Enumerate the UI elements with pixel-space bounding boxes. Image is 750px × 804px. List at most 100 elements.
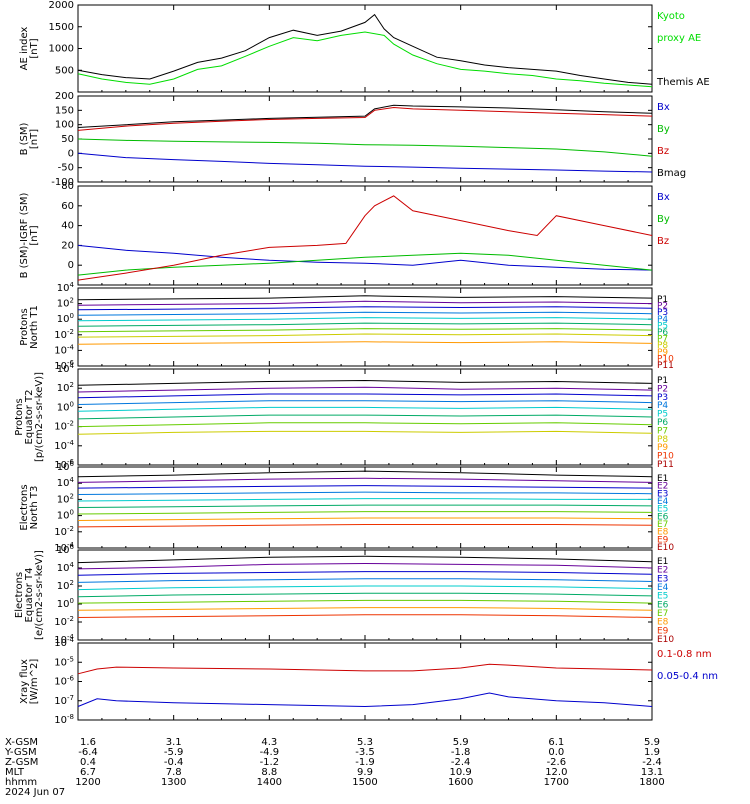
series-bx: [77, 152, 653, 173]
y-tick-label: 102: [57, 579, 74, 592]
legend-item: E10: [657, 543, 674, 553]
panel-frame: [77, 642, 653, 721]
series-e1: [77, 555, 653, 564]
legend-item: E7: [657, 609, 668, 619]
series-p7: [77, 422, 653, 428]
y-tick-label: 50: [61, 134, 74, 145]
y-axis-label: Protons: [19, 308, 30, 345]
ephemeris-row-label: X-GSM: [5, 737, 38, 748]
legend-item: P3: [657, 308, 668, 318]
y-axis-label: [e/(cm2-s-sr-keV)]: [34, 550, 45, 640]
legend-item: 0.05-0.4 nm: [657, 671, 718, 682]
legend-item: P2: [657, 302, 668, 312]
legend-item: E3: [657, 574, 668, 584]
legend-item: E9: [657, 626, 669, 636]
y-axis-label: [nT]: [29, 225, 40, 245]
series-e8: [77, 607, 653, 611]
ephemeris-value: -2.6: [547, 757, 567, 768]
series-e5: [77, 585, 653, 591]
y-tick-label: 150: [55, 105, 74, 116]
legend-item: E5: [657, 505, 668, 515]
ephemeris-value: 1600: [448, 777, 473, 788]
series-p9: [77, 341, 653, 345]
panel-frame: [77, 95, 653, 183]
ephemeris-value: 4.3: [261, 737, 277, 748]
y-tick-label: 102: [57, 381, 74, 394]
panel-frame: [77, 466, 653, 549]
y-tick-label: 0: [68, 260, 74, 271]
y-tick-label: 104: [57, 561, 75, 574]
y-tick-label: 100: [57, 312, 74, 325]
series-p5: [77, 406, 653, 412]
y-tick-label: 10-4: [54, 439, 74, 452]
series-p1: [77, 379, 653, 386]
legend-item: E4: [657, 583, 669, 593]
series-p3: [77, 306, 653, 311]
series-p7: [77, 328, 653, 333]
ephemeris-value: 7.8: [166, 767, 182, 778]
legend-item: E9: [657, 535, 669, 545]
ephemeris-value: 1500: [352, 777, 377, 788]
series-bx: [77, 244, 653, 271]
legend-item: P3: [657, 393, 668, 403]
panel-bigrf: 0 20 40 60 80 B (SM)-IGRF (SM) [nT] Bx By Bz: [19, 181, 670, 286]
legend-item: Themis AE: [656, 77, 710, 88]
legend-item: P11: [657, 460, 674, 470]
legend-item: E2: [657, 482, 668, 492]
y-tick-label: 100: [57, 597, 74, 610]
ephemeris-value: 6.1: [548, 737, 564, 748]
series-by: [77, 138, 653, 157]
ephemeris-value: -1.8: [451, 747, 471, 758]
panel-frame: [77, 4, 653, 93]
y-tick-label: 100: [57, 509, 74, 522]
series-e3: [77, 571, 653, 576]
ephemeris-value: 3.1: [166, 737, 182, 748]
legend-item: P5: [657, 321, 668, 331]
ephemeris-value: 1300: [161, 777, 186, 788]
y-axis-label: Electrons: [19, 484, 30, 530]
series-e9: [77, 524, 653, 528]
legend-item: P2: [657, 384, 668, 394]
ephemeris-row-label: hhmm: [5, 777, 37, 788]
series-p4: [77, 311, 653, 316]
series-e1: [77, 470, 653, 478]
legend-item: P9: [657, 443, 668, 453]
legend-item: Bx: [657, 102, 670, 113]
y-tick-label: 10-4: [54, 636, 74, 649]
ephemeris-value: 13.1: [641, 767, 663, 778]
y-tick-label: 60: [61, 201, 74, 212]
y-tick-label: 102: [57, 297, 74, 310]
ephemeris-row-label: MLT: [5, 767, 25, 778]
ephemeris-value: -2.4: [642, 757, 662, 768]
legend-item: E3: [657, 489, 668, 499]
series-kyoto-proxy-ae: [77, 31, 653, 88]
y-tick-label: 102: [57, 492, 74, 505]
series-e8: [77, 517, 653, 521]
ephemeris-value: 1400: [257, 777, 282, 788]
y-tick-label: 40: [61, 221, 74, 232]
y-tick-label: 104: [57, 476, 75, 489]
ephemeris-value: 12.0: [545, 767, 567, 778]
y-tick-label: 200: [55, 91, 74, 102]
series-e7: [77, 599, 653, 604]
y-tick-label: -50: [58, 163, 74, 174]
y-axis-label: Equator T4: [24, 568, 35, 623]
series-p3: [77, 393, 653, 399]
y-tick-label: 10-2: [54, 328, 74, 341]
panel-e_eq: 10-4 10-2 100 102 104 106 Electrons Equator T4[…: [14, 543, 674, 646]
y-tick-label: -100: [51, 177, 74, 188]
legend-item: E8: [657, 528, 669, 538]
legend-item: P8: [657, 435, 668, 445]
ephemeris-value: 1.6: [80, 737, 96, 748]
y-axis-label: [nT]: [29, 38, 40, 58]
ephemeris-row-label: Y-GSM: [4, 747, 37, 758]
legend-item: E8: [657, 618, 669, 628]
y-axis-label: B (SM)-IGRF (SM): [19, 193, 30, 279]
y-tick-label: 10-2: [54, 525, 74, 538]
legend-item: E1: [657, 474, 668, 484]
panel-frame: [77, 287, 653, 367]
ephemeris-value: 5.3: [357, 737, 373, 748]
ephemeris-value: 8.8: [261, 767, 277, 778]
